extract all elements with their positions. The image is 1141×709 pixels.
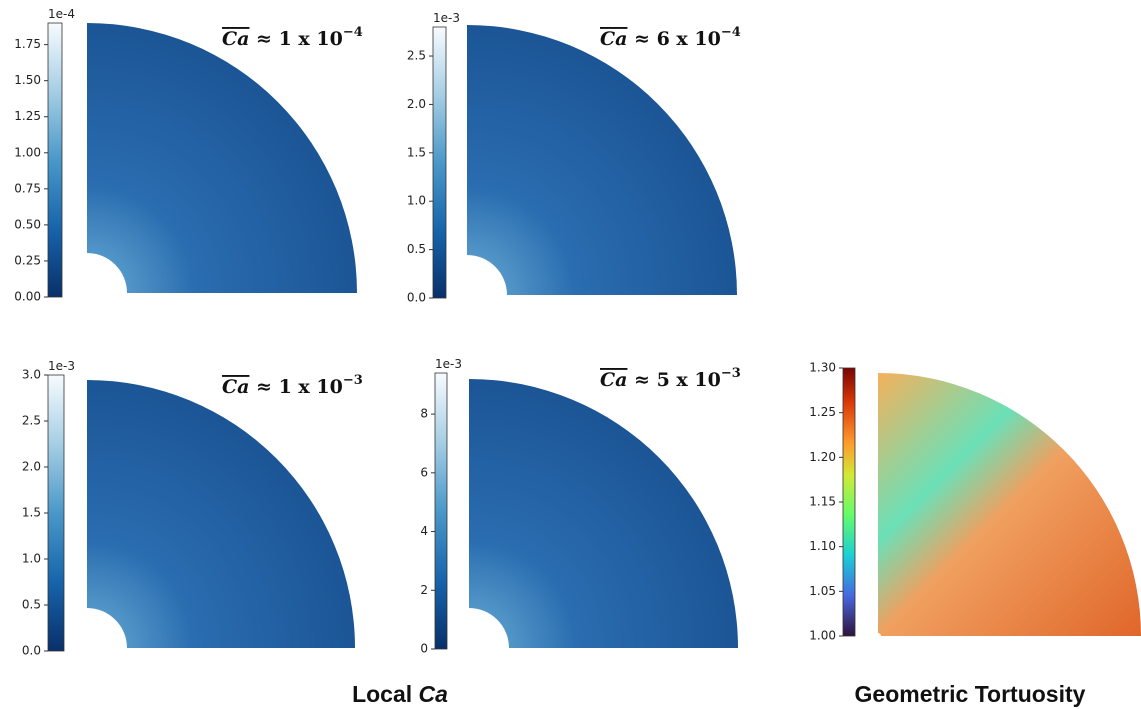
offset-label: 1e-3 [435,357,462,371]
caption: Local Ca [352,681,448,707]
caption-text: Geometric Tortuosity [855,681,1086,707]
colorbar-tick-label: 2.5 [407,49,426,63]
colorbar-tick-label: 6 [420,465,428,479]
colorbar-tick-label: 2 [420,583,428,597]
colorbar [432,26,447,299]
field [878,373,1141,636]
offset-label: 1e-3 [48,359,75,373]
annotation: Ca ≈ 6 x 10−4 [600,25,741,50]
colorbar-tick-label: 2.5 [22,414,41,428]
caption: Geometric Tortuosity [855,681,1086,707]
colorbar-tick-label: 0.0 [22,644,41,658]
annotation-relation: ≈ 5 x 10 [627,369,720,391]
annotation-symbol: Ca [222,28,249,50]
annotation-symbol: Ca [600,369,627,391]
colorbar-tick-label: 1.15 [809,495,836,509]
annotation-exponent: −3 [721,366,741,381]
colorbar-tick-label: 0.0 [407,291,426,305]
colorbar-tick-label: 1.00 [14,145,41,159]
field [467,25,737,295]
colorbar-tick-label: 2.0 [407,97,426,111]
colorbar-tick-label: 0.00 [14,290,41,304]
annotation: Ca ≈ 1 x 10−4 [222,25,363,50]
annotation-relation: ≈ 6 x 10 [627,28,720,50]
colorbar-tick-label: 1.75 [14,37,41,51]
annotation: Ca ≈ 1 x 10−3 [222,373,363,398]
annotation-exponent: −4 [343,25,363,40]
colorbar [842,367,856,637]
colorbar-tick-label: 0.5 [22,598,41,612]
caption-text: Local [352,681,418,707]
annotation-exponent: −3 [343,373,363,388]
annotation-symbol: Ca [222,376,249,398]
colorbar-tick-label: 1.05 [809,584,836,598]
annotation: Ca ≈ 5 x 10−3 [600,366,741,391]
colorbar [47,374,65,652]
colorbar-tick-label: 0 [420,642,428,656]
colorbar-tick-label: 1.30 [809,361,836,375]
field [87,380,355,648]
field [469,379,738,648]
colorbar-tick-label: 1.25 [809,405,836,419]
colorbar-tick-label: 3.0 [22,368,41,382]
colorbar-tick-label: 1.0 [407,194,426,208]
offset-label: 1e-4 [48,7,75,21]
colorbar [47,22,63,298]
colorbar-tick-label: 1.25 [14,109,41,123]
colorbar [434,372,448,650]
colorbar-tick-label: 0.75 [14,181,41,195]
colorbar-tick-label: 8 [420,407,428,421]
annotation-symbol: Ca [600,28,627,50]
annotation-exponent: −4 [721,25,741,40]
colorbar-tick-label: 0.25 [14,253,41,267]
colorbar-tick-label: 4 [420,524,428,538]
colorbar-tick-label: 1.5 [407,145,426,159]
colorbar-tick-label: 1.5 [22,506,41,520]
colorbar-tick-label: 2.0 [22,460,41,474]
offset-label: 1e-3 [433,11,460,25]
colorbar-tick-label: 1.10 [809,539,836,553]
annotation-relation: ≈ 1 x 10 [249,376,342,398]
colorbar-tick-label: 1.00 [809,629,836,643]
colorbar-tick-label: 0.50 [14,217,41,231]
colorbar-tick-label: 1.20 [809,450,836,464]
caption-italic: Ca [419,681,449,707]
colorbar-tick-label: 0.5 [407,242,426,256]
colorbar-tick-label: 1.50 [14,73,41,87]
colorbar-tick-label: 1.0 [22,552,41,566]
field [87,23,357,293]
annotation-relation: ≈ 1 x 10 [249,28,342,50]
